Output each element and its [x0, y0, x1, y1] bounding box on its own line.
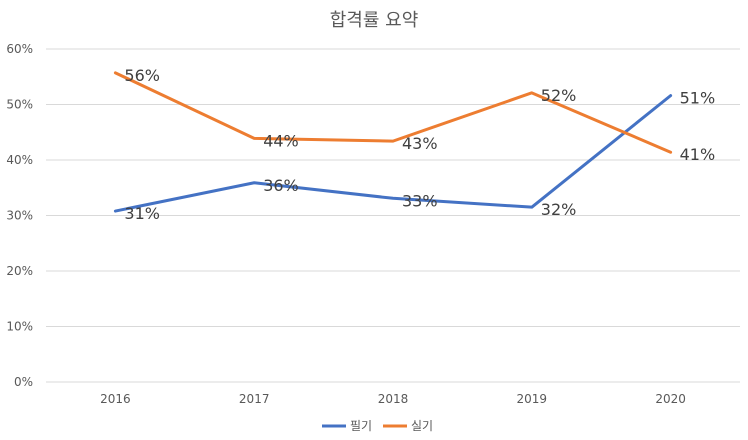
- legend: 필기 실기: [322, 419, 433, 433]
- x-tick-label: 2017: [239, 392, 270, 406]
- y-tick-label: 20%: [6, 264, 33, 278]
- y-tick-label: 50%: [6, 98, 33, 112]
- x-tick-label: 2018: [378, 392, 409, 406]
- gridlines: [46, 48, 740, 383]
- y-tick-label: 10%: [6, 320, 33, 334]
- y-axis-ticks: 0% 10% 20% 30% 40% 50% 60%: [6, 42, 33, 389]
- series-group: 31% 36% 33% 32% 51% 56% 44% 43% 52% 41%: [113, 66, 716, 223]
- data-label: 56%: [124, 66, 160, 85]
- series-line-2: [113, 71, 673, 154]
- data-label: 51%: [680, 89, 716, 108]
- data-label: 31%: [124, 204, 160, 223]
- y-tick-label: 40%: [6, 153, 33, 167]
- y-tick-label: 0%: [14, 375, 33, 389]
- legend-label: 필기: [350, 419, 372, 433]
- chart-title: 합격률 요약: [330, 10, 419, 31]
- data-label: 33%: [402, 191, 438, 210]
- y-tick-label: 60%: [6, 42, 33, 56]
- series-line-1: [113, 94, 673, 213]
- x-tick-label: 2019: [517, 392, 548, 406]
- data-label: 32%: [541, 200, 577, 219]
- data-label: 41%: [680, 145, 716, 164]
- data-label: 36%: [263, 176, 299, 195]
- data-label: 44%: [263, 131, 299, 150]
- x-tick-label: 2020: [655, 392, 686, 406]
- data-label: 52%: [541, 86, 577, 105]
- legend-label: 실기: [411, 419, 433, 433]
- y-tick-label: 30%: [6, 209, 33, 223]
- x-tick-label: 2016: [100, 392, 131, 406]
- x-axis-ticks: 2016 2017 2018 2019 2020: [100, 392, 686, 406]
- data-label: 43%: [402, 134, 438, 153]
